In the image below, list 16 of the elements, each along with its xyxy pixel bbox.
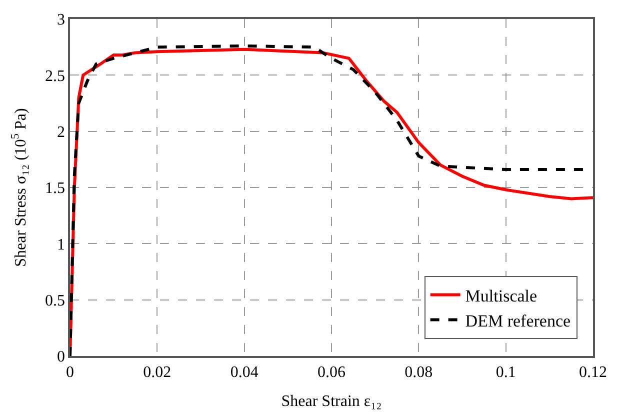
x-axis-title: Shear Strain ε₁₂ <box>281 393 382 410</box>
y-tick-label: 2 <box>57 124 66 141</box>
x-tick-label: 0.06 <box>318 364 346 381</box>
y-tick-label: 2.5 <box>45 68 66 85</box>
x-tick-label: 0.08 <box>404 364 433 381</box>
legend-label: Multiscale <box>465 286 538 306</box>
legend-label: DEM reference <box>465 311 571 330</box>
x-tick-label: 0.04 <box>230 364 258 381</box>
y-tick-label: 0.5 <box>45 292 66 310</box>
y-tick-label: 0 <box>57 348 66 366</box>
x-tick-label: 0.1 <box>496 364 516 381</box>
y-tick-label: 1.5 <box>45 180 66 198</box>
x-tick-label: 0.12 <box>579 364 607 381</box>
y-tick-label: 3 <box>57 12 66 29</box>
x-tick-label: 0.02 <box>143 364 172 381</box>
y-tick-label: 1 <box>57 236 66 254</box>
